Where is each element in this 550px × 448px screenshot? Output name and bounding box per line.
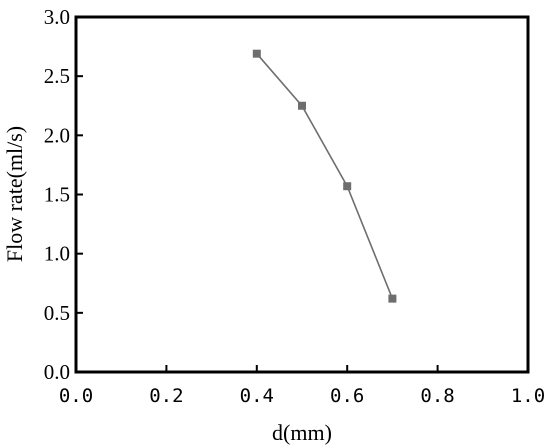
- y-tick-label: 1.5: [44, 183, 70, 207]
- x-axis-ticks: 0.0 0.2 0.4 0.6 0.8 1.0: [59, 365, 545, 407]
- y-tick-label: 2.5: [44, 64, 70, 88]
- y-axis-title: Flow rate(ml/s): [2, 126, 27, 262]
- y-tick-label: 2.0: [44, 123, 70, 147]
- data-point: [298, 101, 306, 110]
- y-tick-label: 0.5: [44, 301, 70, 325]
- y-tick-label: 0.0: [44, 360, 70, 384]
- plot-area-frame: [74, 15, 530, 374]
- y-axis-ticks: 0.0 0.5 1.0 1.5 2.0 2.5 3.0: [44, 5, 83, 384]
- data-point: [343, 182, 352, 191]
- x-tick-label: 0.8: [420, 385, 454, 407]
- series-layer: [252, 49, 397, 303]
- x-tick-label: 1.0: [511, 385, 545, 407]
- data-point: [252, 49, 261, 58]
- y-tick-label: 3.0: [44, 5, 70, 29]
- x-tick-label: 0.0: [59, 385, 93, 407]
- x-axis-title: d(mm): [272, 420, 332, 445]
- x-tick-label: 0.2: [149, 385, 183, 407]
- series-line: [256, 53, 394, 299]
- x-tick-label: 0.4: [240, 385, 274, 407]
- y-tick-label: 1.0: [44, 242, 70, 266]
- x-tick-label: 0.6: [330, 385, 364, 407]
- data-point: [388, 294, 397, 303]
